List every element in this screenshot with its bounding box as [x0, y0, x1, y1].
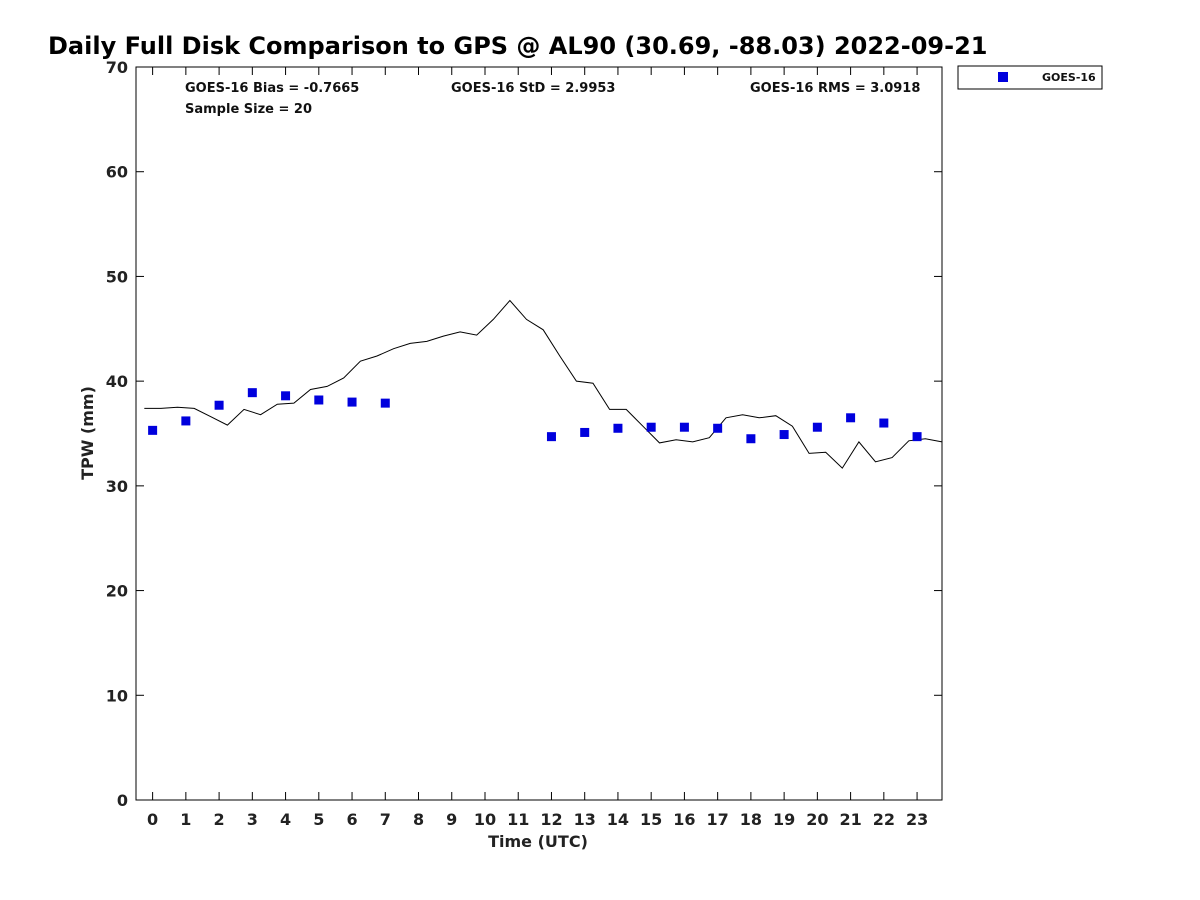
- y-tick-label: 20: [106, 582, 128, 601]
- goes16-point: [181, 416, 191, 426]
- x-tick-label: 9: [446, 810, 457, 829]
- x-tick-label: 5: [313, 810, 324, 829]
- y-tick-label: 30: [106, 477, 128, 496]
- y-tick-label: 0: [117, 791, 128, 810]
- legend-marker-goes16: [998, 72, 1008, 82]
- x-tick-label: 13: [574, 810, 596, 829]
- std-stat: GOES-16 StD = 2.9953: [451, 81, 615, 96]
- goes16-point: [314, 395, 324, 405]
- x-tick-label: 10: [474, 810, 496, 829]
- x-tick-label: 15: [640, 810, 662, 829]
- x-tick-label: 7: [380, 810, 391, 829]
- goes16-point: [247, 388, 257, 398]
- goes16-point: [380, 398, 390, 408]
- goes16-point: [912, 432, 922, 442]
- x-tick-label: 18: [740, 810, 762, 829]
- rms-stat: GOES-16 RMS = 3.0918: [750, 81, 920, 96]
- x-axis-label: Time (UTC): [488, 832, 588, 851]
- goes16-point: [546, 432, 556, 442]
- x-tick-label: 14: [607, 810, 629, 829]
- x-tick-label: 3: [247, 810, 258, 829]
- y-tick-label: 60: [106, 163, 128, 182]
- x-tick-label: 0: [147, 810, 158, 829]
- x-tick-label: 4: [280, 810, 291, 829]
- gps-tpw-line: [144, 299, 943, 469]
- y-tick-label: 50: [106, 267, 128, 286]
- x-tick-label: 2: [214, 810, 225, 829]
- x-tick-label: 21: [839, 810, 861, 829]
- y-tick-label: 10: [106, 686, 128, 705]
- x-axis: 0 1 2 3 4 5 6 7 8 9 10 11 12 13 14 15 16 17 18 19 20 21 22 23: [147, 67, 928, 829]
- goes16-point: [281, 391, 291, 401]
- legend: GOES-16: [957, 65, 1103, 90]
- plot-frame: [135, 66, 943, 801]
- x-tick-label: 8: [413, 810, 424, 829]
- goes16-point: [580, 427, 590, 437]
- goes16-point: [646, 422, 656, 432]
- goes16-point: [214, 400, 224, 410]
- goes16-point: [846, 413, 856, 423]
- goes16-point: [347, 397, 357, 407]
- goes16-point: [148, 425, 158, 435]
- gps-line-layer: [144, 299, 943, 469]
- y-tick-label: 40: [106, 372, 128, 391]
- x-tick-label: 16: [673, 810, 695, 829]
- x-tick-label: 22: [873, 810, 895, 829]
- x-tick-label: 1: [180, 810, 191, 829]
- x-tick-label: 23: [906, 810, 928, 829]
- legend-label-goes16: GOES-16: [1042, 71, 1096, 84]
- x-tick-label: 6: [346, 810, 357, 829]
- bias-stat: GOES-16 Bias = -0.7665: [185, 81, 359, 96]
- goes16-point: [613, 423, 623, 433]
- goes16-point: [679, 422, 689, 432]
- sample-size-stat: Sample Size = 20: [185, 102, 312, 117]
- goes16-point: [779, 430, 789, 440]
- x-tick-label: 17: [707, 810, 729, 829]
- goes16-marker-layer: [148, 388, 922, 444]
- x-tick-label: 11: [507, 810, 529, 829]
- x-tick-label: 19: [773, 810, 795, 829]
- goes16-point: [746, 434, 756, 444]
- goes16-point: [879, 418, 889, 428]
- y-axis: 0 10 20 30 40 50 60 70: [106, 58, 942, 810]
- goes16-point: [812, 422, 822, 432]
- x-tick-label: 12: [540, 810, 562, 829]
- x-tick-label: 20: [806, 810, 828, 829]
- y-tick-label: 70: [106, 58, 128, 77]
- y-axis-label: TPW (mm): [78, 386, 97, 480]
- chart-title: Daily Full Disk Comparison to GPS @ AL90…: [48, 32, 987, 60]
- legend-box: [957, 65, 1103, 90]
- goes16-point: [713, 423, 723, 433]
